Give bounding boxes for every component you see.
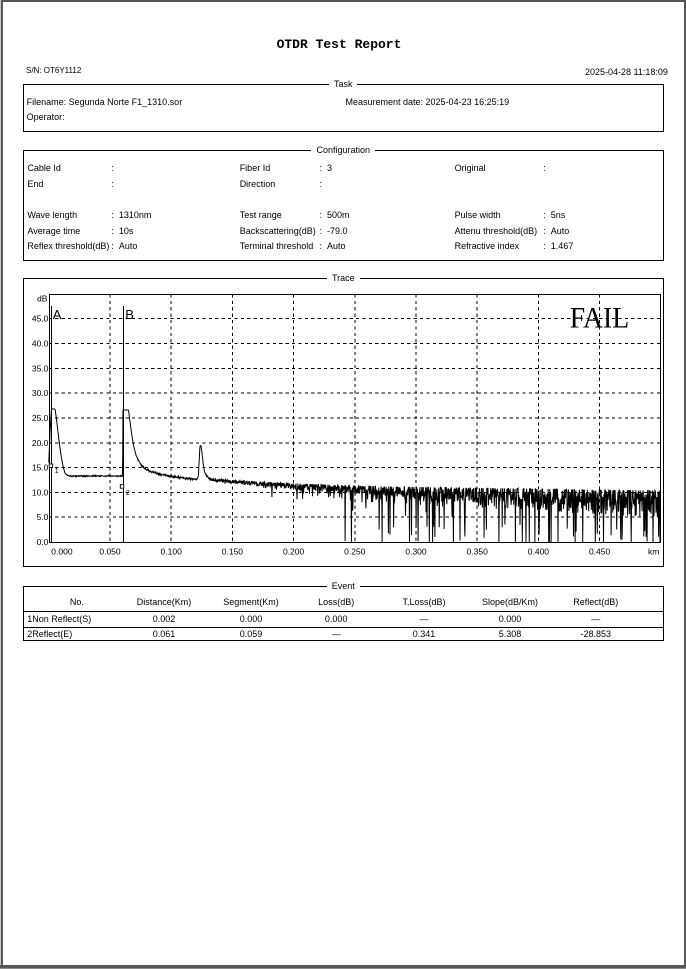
svg-text:0.350: 0.350 <box>467 547 489 557</box>
svg-text:0.150: 0.150 <box>222 547 244 557</box>
svg-text:40.0: 40.0 <box>32 339 49 349</box>
svg-text:15.0: 15.0 <box>32 463 49 473</box>
svg-text:0.0: 0.0 <box>37 537 49 547</box>
svg-text:10.0: 10.0 <box>32 487 49 497</box>
svg-text:20.0: 20.0 <box>32 438 49 448</box>
svg-text:0.400: 0.400 <box>528 547 550 557</box>
svg-text:FAIL: FAIL <box>570 303 630 335</box>
svg-text:5.0: 5.0 <box>37 512 49 522</box>
svg-text:0.450: 0.450 <box>589 547 611 557</box>
svg-text:1: 1 <box>55 468 59 475</box>
svg-text:km: km <box>648 547 659 557</box>
svg-text:dB: dB <box>37 294 48 304</box>
svg-text:2: 2 <box>126 490 130 497</box>
svg-text:B: B <box>125 307 134 322</box>
svg-text:45.0: 45.0 <box>32 314 49 324</box>
svg-text:0.050: 0.050 <box>99 547 121 557</box>
svg-text:25.0: 25.0 <box>32 413 49 423</box>
svg-text:0.200: 0.200 <box>283 547 305 557</box>
svg-text:0.250: 0.250 <box>344 547 366 557</box>
svg-text:30.0: 30.0 <box>32 388 49 398</box>
svg-text:0.300: 0.300 <box>405 547 427 557</box>
svg-text:35.0: 35.0 <box>32 363 49 373</box>
svg-text:A: A <box>53 307 62 322</box>
svg-text:0.000: 0.000 <box>51 547 73 557</box>
svg-text:0.100: 0.100 <box>161 547 183 557</box>
